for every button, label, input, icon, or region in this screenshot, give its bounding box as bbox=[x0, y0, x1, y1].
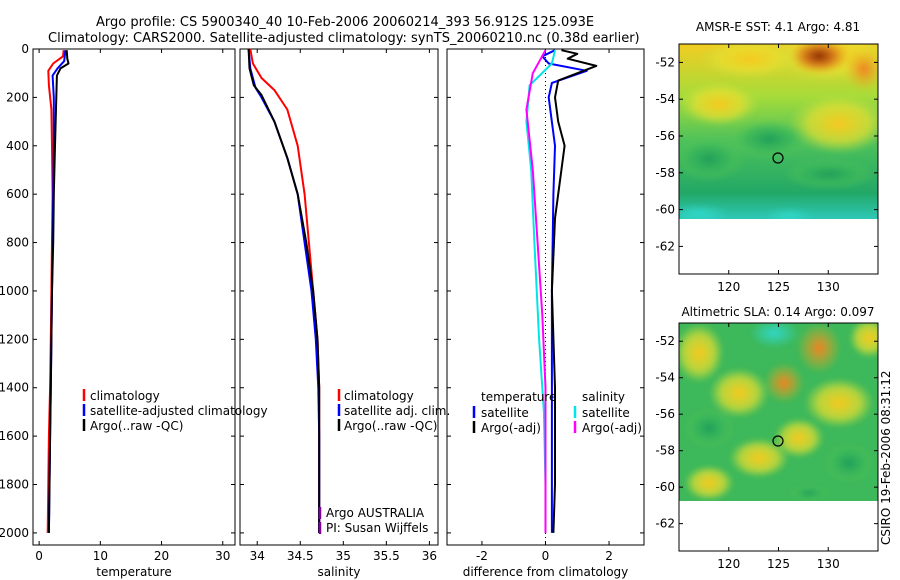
difference-legend-header-salinity: salinity bbox=[582, 390, 625, 404]
difference-legend-entry: satellite bbox=[582, 406, 630, 420]
sst-argo-position-marker bbox=[772, 152, 784, 164]
sla-map-ytick-label: -54 bbox=[655, 371, 675, 385]
temperature-axis-label: temperature bbox=[96, 565, 171, 579]
salinity-plot: 34 34.5 35 35.5 36 salinity climatologysatelli… bbox=[240, 48, 450, 579]
sst-map-ytick-label: -52 bbox=[655, 55, 675, 69]
temperature-xtick-label: 20 bbox=[154, 549, 169, 563]
temperature-plot-frame bbox=[32, 48, 236, 546]
depth-tick-label: 200 bbox=[6, 90, 29, 104]
depth-tick-label: 1600 bbox=[0, 429, 29, 443]
temperature-plot: 0 200 400 600 800 1000 1200 1400 1600 1800 2000 0 10… bbox=[0, 42, 268, 579]
temperature-xtick-label: 30 bbox=[215, 549, 230, 563]
depth-tick-label: 800 bbox=[6, 236, 29, 250]
salinity-legend-entry: climatology bbox=[344, 389, 414, 403]
salinity-annotation: PI: Susan Wijffels bbox=[326, 521, 428, 535]
difference-xtick-label: 2 bbox=[605, 549, 613, 563]
salinity-axis-label: salinity bbox=[317, 565, 360, 579]
salinity-xtick-label: 35 bbox=[336, 549, 351, 563]
sst-map-ytick-label: -54 bbox=[655, 92, 675, 106]
sla-map-ytick-label: -60 bbox=[655, 480, 675, 494]
depth-tick-label: 1400 bbox=[0, 381, 29, 395]
depth-tick-label: 1800 bbox=[0, 478, 29, 492]
salinity-xtick-label: 34.5 bbox=[287, 549, 314, 563]
depth-tick-label: 600 bbox=[6, 187, 29, 201]
difference-xtick-label: -2 bbox=[476, 549, 488, 563]
difference-axis-label: difference from climatology bbox=[463, 565, 629, 579]
salinity-series-1 bbox=[247, 48, 321, 533]
difference-legend-entry: Argo(-adj) bbox=[582, 421, 642, 435]
sla-map-xtick-label: 130 bbox=[817, 557, 840, 571]
depth-tick-label: 0 bbox=[21, 42, 29, 56]
sla-map-xtick-label: 120 bbox=[717, 557, 740, 571]
sla-map-xtick-label: 125 bbox=[767, 557, 790, 571]
difference-plot: -2 0 2 difference from climatology temperatu… bbox=[447, 48, 644, 579]
sla-map-ytick-label: -62 bbox=[655, 517, 675, 531]
salinity-xtick-label: 35.5 bbox=[373, 549, 400, 563]
sla-map: Altimetric SLA: 0.14 Argo: 0.097 12 bbox=[655, 305, 879, 571]
sst-map-image bbox=[679, 44, 878, 274]
salinity-annotation: Argo AUSTRALIA bbox=[326, 506, 425, 520]
sst-map-ytick-label: -56 bbox=[655, 129, 675, 143]
difference-legend-header-temperature: temperature bbox=[481, 390, 556, 404]
salinity-xtick-label: 36 bbox=[422, 549, 437, 563]
difference-series-0 bbox=[541, 49, 588, 533]
temperature-legend-entry: satellite-adjusted climatology bbox=[90, 404, 268, 418]
depth-tick-label: 1000 bbox=[0, 284, 29, 298]
sst-map-title: AMSR-E SST: 4.1 Argo: 4.81 bbox=[696, 20, 860, 34]
sst-map-xtick-label: 130 bbox=[817, 280, 840, 294]
sla-map-title: Altimetric SLA: 0.14 Argo: 0.097 bbox=[681, 305, 874, 319]
sst-map-ytick-label: -60 bbox=[655, 203, 675, 217]
salinity-series-0 bbox=[249, 48, 321, 533]
csiro-timestamp: CSIRO 19-Feb-2006 08:31:12 bbox=[879, 370, 893, 545]
depth-tick-label: 400 bbox=[6, 139, 29, 153]
sla-map-ytick-label: -56 bbox=[655, 407, 675, 421]
salinity-plot-frame bbox=[239, 48, 439, 546]
difference-series-1 bbox=[550, 49, 598, 533]
sst-map-xtick-label: 120 bbox=[717, 280, 740, 294]
sla-map-ytick-label: -52 bbox=[655, 334, 675, 348]
sst-map-ytick-label: -58 bbox=[655, 166, 675, 180]
difference-legend-entry: satellite bbox=[481, 406, 529, 420]
sla-map-ytick-label: -58 bbox=[655, 444, 675, 458]
header-line-2: Climatology: CARS2000. Satellite-adjuste… bbox=[48, 31, 640, 46]
temperature-legend-entry: Argo(..raw -QC) bbox=[90, 419, 183, 433]
difference-xtick-label: 0 bbox=[542, 549, 550, 563]
difference-series-3 bbox=[525, 49, 547, 533]
salinity-legend-entry: Argo(..raw -QC) bbox=[344, 419, 437, 433]
temperature-series-2 bbox=[47, 50, 70, 533]
temperature-xtick-label: 10 bbox=[93, 549, 108, 563]
sst-map-xtick-label: 125 bbox=[767, 280, 790, 294]
difference-legend-entry: Argo(-adj) bbox=[481, 421, 541, 435]
temperature-xtick-label: 0 bbox=[35, 549, 43, 563]
sla-argo-position-marker bbox=[772, 435, 784, 447]
salinity-legend-entry: satellite adj. clim. bbox=[344, 404, 450, 418]
temperature-legend-entry: climatology bbox=[90, 389, 160, 403]
header-line-1: Argo profile: CS 5900340_40 10-Feb-2006 … bbox=[96, 15, 594, 30]
sst-map: AMSR-E SST: 4.1 Argo: 4.81 120 125 130 -52 -… bbox=[655, 20, 879, 294]
depth-tick-label: 1200 bbox=[0, 332, 29, 346]
sst-map-ytick-label: -62 bbox=[655, 239, 675, 253]
salinity-xtick-label: 34 bbox=[250, 549, 265, 563]
depth-tick-label: 2000 bbox=[0, 526, 29, 540]
sla-map-image bbox=[679, 323, 878, 551]
salinity-series-2 bbox=[247, 48, 321, 533]
